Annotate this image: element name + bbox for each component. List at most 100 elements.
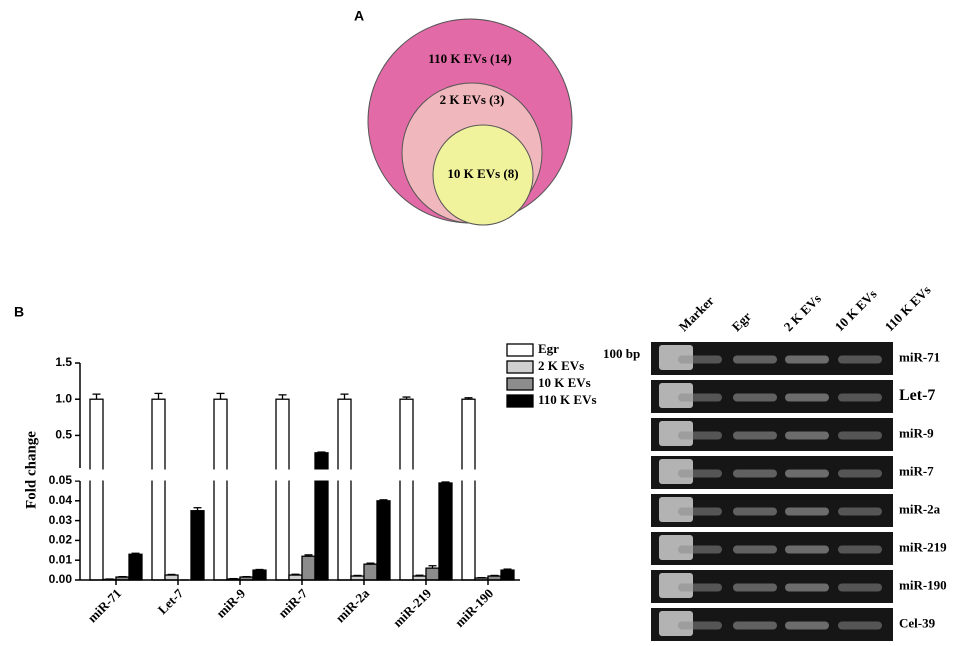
- gel-band: [733, 431, 777, 440]
- gel-band: [838, 545, 882, 554]
- gel-marker-band: [659, 497, 693, 522]
- gel-column-label: Marker: [676, 293, 717, 334]
- legend-label: 2 K EVs: [538, 358, 584, 373]
- x-tick-label: miR-2a: [333, 585, 373, 625]
- x-tick-label: Let-7: [155, 585, 187, 617]
- gel-band: [785, 621, 829, 630]
- bar: [399, 398, 414, 581]
- gel-marker-label: 100 bp: [603, 346, 640, 361]
- gel-band: [733, 507, 777, 516]
- bar: [461, 398, 476, 581]
- gel-band: [785, 469, 829, 478]
- bar: [301, 555, 316, 581]
- gel-band: [733, 621, 777, 630]
- gel-marker-band: [659, 535, 693, 560]
- gel-marker-band: [659, 459, 693, 484]
- x-tick-label: miR-71: [85, 586, 125, 626]
- bar: [337, 398, 352, 581]
- x-tick-label: miR-9: [213, 585, 248, 620]
- gel-band: [838, 583, 882, 592]
- legend-label: 10 K EVs: [538, 375, 591, 390]
- bar: [128, 553, 143, 581]
- bar: [500, 569, 515, 581]
- gel-band: [785, 583, 829, 592]
- y-tick-label: 0.02: [49, 533, 73, 547]
- gel-band: [838, 507, 882, 516]
- gel-row-label: Cel-39: [899, 615, 936, 630]
- gel-marker-band: [659, 611, 693, 636]
- gel-band: [678, 583, 722, 592]
- gel-band: [785, 355, 829, 364]
- bar: [376, 500, 391, 581]
- gel-column-label: 2 K EVs: [781, 291, 824, 334]
- gel-band: [733, 545, 777, 554]
- gel-band: [785, 393, 829, 402]
- gel-band: [838, 431, 882, 440]
- venn-label: 110 K EVs (14): [428, 51, 511, 66]
- gel-row-label: miR-71: [899, 349, 940, 364]
- legend-swatch: [506, 394, 534, 408]
- axis-break: [72, 469, 526, 481]
- gel-band: [678, 545, 722, 554]
- gel-row-label: miR-9: [899, 425, 934, 440]
- y-tick-label: 0.01: [49, 552, 73, 566]
- x-tick-label: miR-7: [275, 585, 310, 620]
- gel-band: [733, 583, 777, 592]
- gel-band: [678, 469, 722, 478]
- bar: [252, 569, 267, 581]
- bar: [363, 563, 378, 581]
- bar: [151, 398, 166, 581]
- gel-marker-band: [659, 345, 693, 370]
- bar: [275, 398, 290, 581]
- gel-row-label: Let-7: [899, 387, 935, 404]
- legend-label: 110 K EVs: [538, 392, 597, 407]
- gel-band: [678, 621, 722, 630]
- y-tick-label: 0.5: [55, 428, 72, 442]
- gel-band: [678, 393, 722, 402]
- x-tick-label: miR-190: [452, 586, 496, 630]
- panel-label: B: [14, 304, 24, 320]
- gel-band: [838, 393, 882, 402]
- gel-band: [733, 355, 777, 364]
- legend-swatch: [506, 377, 534, 391]
- y-tick-label: 1.5: [55, 355, 72, 369]
- x-tick-label: miR-219: [390, 585, 435, 630]
- bar: [438, 482, 453, 581]
- gel-band: [733, 393, 777, 402]
- legend-label: Egr: [538, 341, 559, 356]
- gel-band: [785, 545, 829, 554]
- bar: [89, 398, 104, 581]
- bar: [190, 510, 205, 581]
- y-tick-label: 0.04: [49, 493, 73, 507]
- gel-band: [733, 469, 777, 478]
- gel-row-label: miR-190: [899, 577, 947, 592]
- gel-marker-band: [659, 383, 693, 408]
- venn-label: 10 K EVs (8): [447, 166, 518, 181]
- bar: [213, 398, 228, 581]
- y-tick-label: 0.03: [49, 513, 73, 527]
- gel-band: [678, 507, 722, 516]
- gel-band: [838, 621, 882, 630]
- gel-band: [785, 431, 829, 440]
- y-tick-label: 0.05: [49, 473, 73, 487]
- gel-row-label: miR-7: [899, 463, 934, 478]
- venn-label: 2 K EVs (3): [440, 92, 505, 107]
- gel-row-label: miR-219: [899, 539, 947, 554]
- gel-column-label: Egr: [729, 309, 755, 335]
- gel-band: [678, 431, 722, 440]
- gel-band: [785, 507, 829, 516]
- bar: [425, 567, 440, 581]
- gel-band: [838, 355, 882, 364]
- y-tick-label: 0.00: [49, 572, 73, 586]
- gel-band: [838, 469, 882, 478]
- y-axis-label: Fold change: [23, 431, 39, 509]
- gel-marker-band: [659, 573, 693, 598]
- gel-column-label: 110 K EVs: [882, 282, 934, 334]
- gel-marker-band: [659, 421, 693, 446]
- gel-band: [678, 355, 722, 364]
- gel-column-label: 10 K EVs: [832, 286, 880, 334]
- y-tick-label: 1.0: [55, 391, 72, 405]
- legend-swatch: [506, 360, 534, 374]
- venn-circle: [432, 124, 534, 226]
